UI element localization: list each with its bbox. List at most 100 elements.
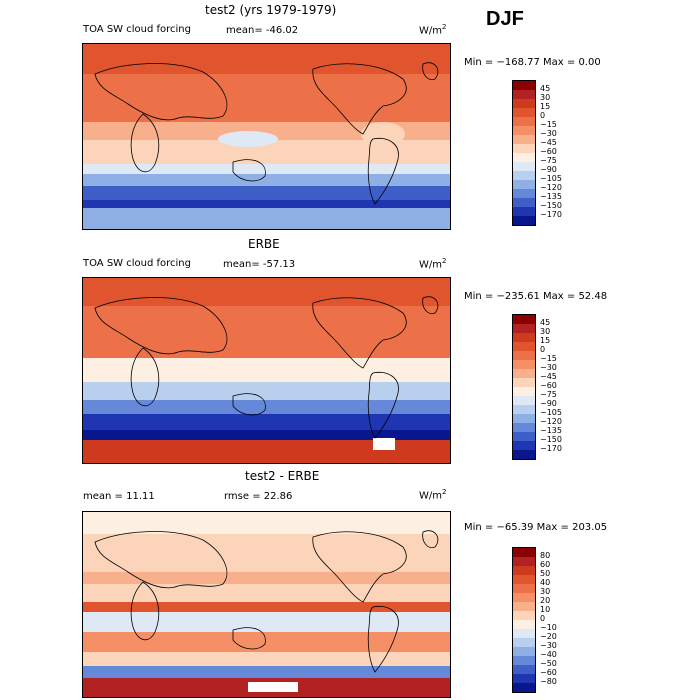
colorbar-swatch — [513, 315, 535, 324]
colorbar-tick: 10 — [540, 605, 551, 614]
colorbar-tick: −135 — [540, 426, 562, 435]
colorbar-swatch — [513, 198, 535, 207]
panel-title: test2 (yrs 1979-1979) — [205, 3, 337, 17]
colorbar-swatch — [513, 378, 535, 387]
colorbar-swatch — [513, 584, 535, 593]
coastlines — [94, 62, 439, 205]
colorbar-tick: 20 — [540, 596, 551, 605]
colorbar-tick: −80 — [540, 677, 557, 686]
colorbar-swatch — [513, 396, 535, 405]
field-southern-mid — [83, 174, 450, 186]
mean-label: mean= -57.13 — [223, 259, 296, 270]
colorbar-tick: 0 — [540, 345, 546, 354]
colorbar-tick: −15 — [540, 120, 557, 129]
colorbar-swatch — [513, 683, 535, 692]
colorbar-swatch — [513, 342, 535, 351]
colorbar-tick: 45 — [540, 318, 551, 327]
units-label: W/m2 — [419, 488, 447, 502]
colorbar-swatch — [513, 611, 535, 620]
colorbar-tick: −150 — [540, 435, 562, 444]
colorbar-tick: −40 — [540, 650, 557, 659]
field-southern-mid — [83, 632, 450, 652]
colorbar-swatch — [513, 665, 535, 674]
colorbar-swatch — [513, 117, 535, 126]
field-transition — [83, 164, 450, 174]
field-tropics — [83, 122, 450, 142]
colorbar-swatch — [513, 656, 535, 665]
map-model — [82, 43, 451, 230]
colorbar-swatch — [513, 135, 535, 144]
coastlines — [94, 296, 439, 439]
coastlines — [94, 530, 439, 673]
minmax-label: Min = −235.61 Max = 52.48 — [464, 291, 608, 302]
colorbar-tick: 40 — [540, 578, 551, 587]
colorbar-observed — [512, 314, 536, 460]
colorbar-swatch — [513, 369, 535, 378]
colorbar-swatch — [513, 216, 535, 225]
colorbar-swatch — [513, 647, 535, 656]
colorbar-tick: 0 — [540, 111, 546, 120]
colorbar-swatch — [513, 207, 535, 216]
field-arctic — [83, 44, 450, 74]
colorbar-tick: −45 — [540, 372, 557, 381]
colorbar-tick: −150 — [540, 201, 562, 210]
colorbar-swatch — [513, 557, 535, 566]
field-southern-mid — [83, 400, 450, 414]
colorbar-swatch — [513, 360, 535, 369]
field-storm-track — [83, 666, 450, 678]
colorbar-tick: −30 — [540, 641, 557, 650]
field-antarctic — [83, 440, 450, 463]
units-label: W/m2 — [419, 23, 447, 37]
colorbar-tick: −20 — [540, 632, 557, 641]
field-tropics — [83, 358, 450, 382]
colorbar-tick: 45 — [540, 84, 551, 93]
colorbar-tick: 15 — [540, 102, 551, 111]
colorbar-swatch — [513, 423, 535, 432]
colorbar-swatch — [513, 575, 535, 584]
colorbar-tick: 30 — [540, 93, 551, 102]
colorbar-tick: 30 — [540, 587, 551, 596]
variable-label: TOA SW cloud forcing — [83, 258, 191, 269]
colorbar-tick: 50 — [540, 569, 551, 578]
mean-label: mean = 11.11 — [83, 491, 155, 502]
colorbar-swatch — [513, 548, 535, 557]
colorbar-ticks-difference: 80 60 50 40 30 20 10 0 −10 −20 −30 −40 −… — [540, 551, 557, 686]
colorbar-swatch — [513, 450, 535, 459]
field-arctic — [83, 278, 450, 306]
colorbar-ticks-observed: 45 30 15 0 −15 −30 −45 −60 −75 −90 −105 … — [540, 318, 562, 453]
colorbar-swatch — [513, 99, 535, 108]
colorbar-swatch — [513, 387, 535, 396]
colorbar-tick: 80 — [540, 551, 551, 560]
colorbar-swatch — [513, 593, 535, 602]
colorbar-swatch — [513, 108, 535, 117]
colorbar-tick: −120 — [540, 183, 562, 192]
field-storm-track — [83, 430, 450, 440]
field-south-subtropics — [83, 612, 450, 632]
field-maritime-continent — [218, 131, 278, 147]
colorbar-swatch — [513, 620, 535, 629]
colorbar-swatch — [513, 171, 535, 180]
field-antarctic — [83, 208, 450, 229]
colorbar-model — [512, 80, 536, 226]
colorbar-tick: 30 — [540, 327, 551, 336]
colorbar-tick: −15 — [540, 354, 557, 363]
colorbar-swatch — [513, 189, 535, 198]
colorbar-tick: −60 — [540, 147, 557, 156]
colorbar-swatch — [513, 405, 535, 414]
colorbar-swatch — [513, 638, 535, 647]
colorbar-swatch — [513, 180, 535, 189]
colorbar-swatch — [513, 432, 535, 441]
colorbar-tick: −60 — [540, 381, 557, 390]
colorbar-tick: −50 — [540, 659, 557, 668]
colorbar-swatch — [513, 162, 535, 171]
colorbar-swatch — [513, 602, 535, 611]
colorbar-swatch — [513, 566, 535, 575]
colorbar-swatch — [513, 90, 535, 99]
field-southern-ocean — [83, 186, 450, 200]
field-subtropics — [83, 382, 450, 400]
colorbar-swatch — [513, 351, 535, 360]
colorbar-tick: −75 — [540, 390, 557, 399]
colorbar-swatch — [513, 81, 535, 90]
panel-title: test2 - ERBE — [245, 469, 320, 483]
variable-label: TOA SW cloud forcing — [83, 24, 191, 35]
